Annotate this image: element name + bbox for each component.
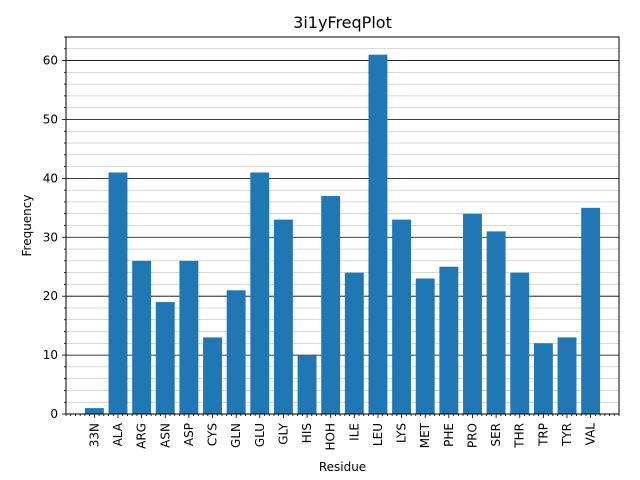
x-tick-label-ser: SER	[489, 423, 503, 447]
x-tick-label-hoh: HOH	[324, 423, 338, 451]
x-tick-label-leu: LEU	[371, 423, 385, 446]
bar-pro	[463, 213, 482, 414]
y-tick-label: 20	[43, 289, 58, 303]
y-tick-label: 60	[43, 54, 58, 68]
x-tick-label-glu: GLU	[253, 423, 267, 447]
chart-title: 3i1yFreqPlot	[293, 13, 392, 32]
x-tick-label-pro: PRO	[465, 423, 479, 448]
x-tick-label-cys: CYS	[206, 423, 220, 446]
x-tick-label-gln: GLN	[229, 423, 243, 448]
bar-leu	[368, 54, 388, 414]
bar-his	[297, 355, 317, 414]
bar-thr	[510, 272, 530, 414]
bar-gly	[273, 219, 293, 414]
bars	[84, 54, 601, 414]
x-tick-label-met: MET	[418, 422, 432, 448]
y-tick-label: 40	[43, 171, 58, 185]
bar-trp	[533, 343, 553, 414]
bar-ser	[486, 231, 506, 414]
x-tick-label-tyr: TYR	[560, 423, 574, 447]
bar-hoh	[321, 196, 341, 414]
x-tick-label-lys: LYS	[395, 423, 409, 443]
bar-33n	[84, 408, 104, 414]
bar-glu	[250, 172, 270, 414]
x-axis-label: Residue	[319, 460, 366, 474]
bar-cys	[203, 337, 222, 414]
x-tick-label-gly: GLY	[276, 422, 290, 444]
x-tick-label-asn: ASN	[158, 423, 172, 448]
y-axis: 0 10 20 30 40 50 60	[43, 36, 66, 421]
bar-arg	[132, 260, 152, 414]
x-tick-label-val: VAL	[584, 423, 598, 446]
x-axis: 33N ALA ARG ASN ASP CYS GLN GLU GLY HIS HOH ILE LEU L…	[65, 414, 620, 451]
y-axis-label: Frequency	[20, 195, 34, 257]
x-tick-label-asp: ASP	[182, 423, 196, 446]
bar-lys	[392, 219, 412, 414]
bar-ala	[108, 172, 128, 414]
y-tick-label: 0	[50, 407, 58, 421]
bar-asp	[179, 260, 199, 414]
bar-met	[415, 278, 435, 414]
x-tick-label-33n: 33N	[87, 423, 101, 447]
bar-asn	[155, 302, 175, 414]
x-tick-label-arg: ARG	[135, 423, 149, 449]
x-tick-label-ala: ALA	[111, 422, 125, 446]
y-tick-label: 50	[43, 112, 58, 126]
x-tick-label-phe: PHE	[442, 423, 456, 447]
bar-ile	[344, 272, 364, 414]
y-tick-label: 10	[43, 348, 58, 362]
bar-tyr	[557, 337, 577, 414]
x-tick-label-ile: ILE	[347, 423, 361, 441]
x-tick-label-thr: THR	[513, 423, 527, 449]
x-tick-label-trp: TRP	[536, 423, 550, 447]
bar-phe	[439, 266, 459, 414]
x-tick-label-his: HIS	[300, 423, 314, 443]
y-tick-label: 30	[43, 230, 58, 244]
bar-val	[581, 207, 601, 414]
bar-gln	[226, 290, 246, 414]
